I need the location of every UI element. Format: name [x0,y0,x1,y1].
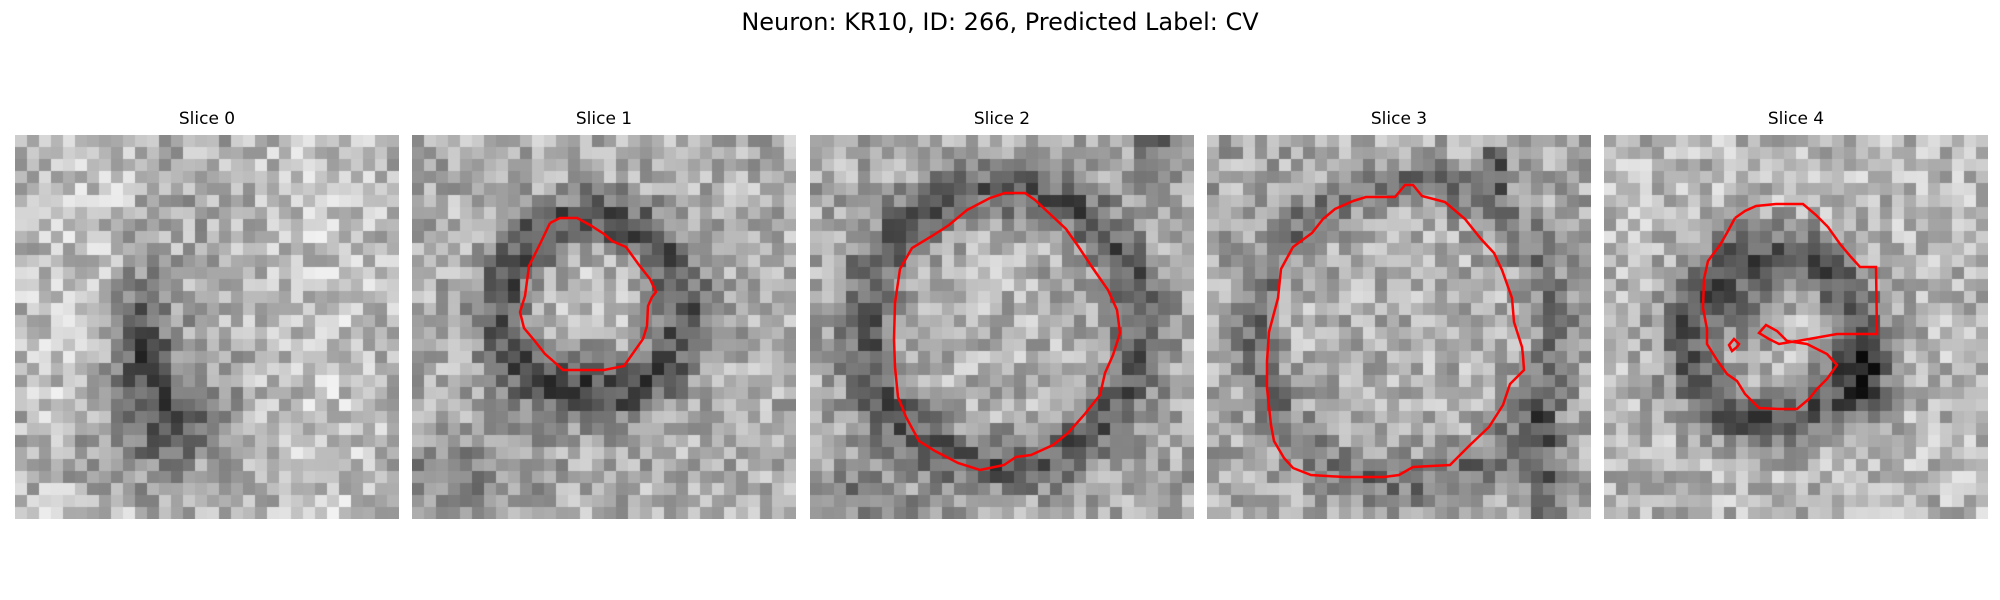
segmentation-contour-1 [518,216,658,372]
slice-panel-0: Slice 0 [15,108,399,519]
slice-panel-2: Slice 2 [810,108,1194,519]
slice-panel-1: Slice 1 [412,108,796,519]
slice-title-2: Slice 2 [973,109,1031,129]
segmentation-contour-4 [1701,202,1879,411]
slice-image-1 [412,135,796,519]
figure-title: Neuron: KR10, ID: 266, Predicted Label: … [741,8,1259,36]
slice-image-0 [15,135,399,519]
slice-panel-3: Slice 3 [1207,108,1591,519]
segmentation-contour-3 [1265,183,1526,479]
slice-image-4 [1604,135,1988,519]
slice-panel-4: Slice 4 [1604,108,1988,519]
slice-title-0: Slice 0 [178,109,236,129]
slice-image-2 [810,135,1194,519]
slice-title-1: Slice 1 [575,109,633,129]
slice-title-3: Slice 3 [1370,109,1428,129]
segmentation-contour-2 [892,191,1122,472]
slice-title-4: Slice 4 [1767,109,1825,129]
